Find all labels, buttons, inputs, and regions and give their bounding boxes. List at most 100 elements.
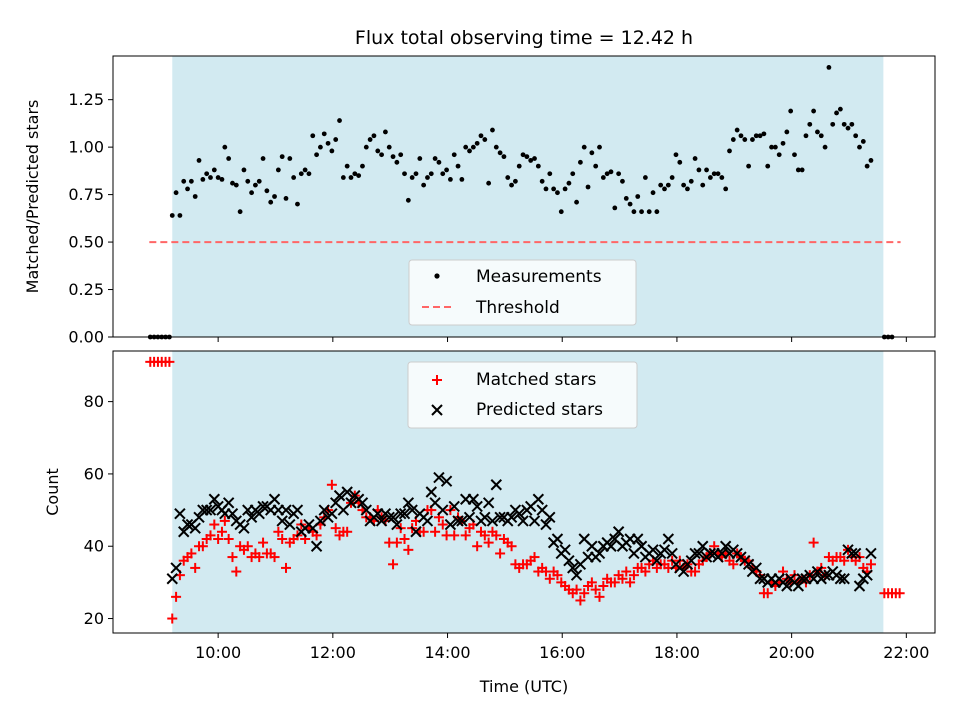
measurement-point (219, 177, 225, 182)
top-ytick-label: 0.00 (68, 328, 104, 347)
measurement-point (505, 175, 511, 180)
matched-star-point (594, 591, 605, 602)
predicted-star-point (570, 569, 583, 581)
matched-star-point (399, 534, 410, 544)
measurement-point (329, 148, 335, 154)
cross-stroke-b (444, 518, 457, 531)
measurement-point (600, 175, 606, 180)
measurement-point (746, 163, 752, 169)
matched-star-point (617, 573, 628, 584)
measurement-point (371, 133, 377, 139)
cross-stroke-b (326, 507, 338, 520)
measurement-point (470, 144, 476, 150)
measurement-point (665, 182, 671, 188)
predicted-star-point (471, 500, 483, 513)
measurement-point (612, 205, 618, 211)
measurement-point (719, 175, 725, 180)
measurement-point (685, 186, 690, 192)
legend-threshold-label: Threshold (475, 298, 560, 318)
cross-stroke-b (238, 522, 250, 534)
cross-stroke-b (345, 497, 357, 509)
measurement-point (750, 137, 755, 142)
cross-stroke-b (456, 515, 468, 527)
predicted-star-point (490, 479, 502, 491)
predicted-star-point (326, 507, 338, 520)
measurement-point (310, 133, 316, 139)
matched-star-point (552, 570, 563, 581)
measurement-point (853, 133, 859, 139)
cross-stroke-b (467, 493, 480, 505)
cross-stroke-b (421, 515, 434, 527)
predicted-star-point (662, 533, 675, 545)
measurement-point (478, 133, 484, 139)
predicted-star-point (781, 580, 793, 592)
cross-stroke-b (593, 547, 606, 560)
predicted-star-point (456, 515, 468, 527)
measurement-point (543, 186, 549, 192)
measurement-point (421, 182, 427, 188)
predicted-star-point (444, 518, 457, 531)
measurement-point (474, 140, 480, 146)
matched-star-point (197, 541, 208, 552)
measurement-point (398, 152, 404, 158)
predicted-star-point (284, 518, 296, 531)
predicted-star-point (742, 558, 755, 571)
measurement-point (581, 144, 587, 150)
bot-ytick-label: 80 (84, 392, 104, 411)
top-ytick-label: 0.75 (68, 185, 104, 204)
measurement-point (192, 194, 198, 199)
measurement-point (857, 144, 862, 150)
measurement-point (233, 182, 239, 188)
measurement-point (620, 178, 625, 184)
cross-stroke-b (394, 507, 407, 520)
measurement-point (211, 167, 217, 173)
cross-stroke-b (559, 544, 571, 556)
matched-star-point (186, 548, 197, 559)
measurement-point (509, 182, 514, 188)
predicted-star-point (704, 547, 717, 560)
measurement-point (208, 175, 213, 180)
predicted-star-point (238, 522, 250, 534)
measurement-point (459, 177, 465, 182)
cross-stroke-b (781, 580, 793, 592)
measurement-point (673, 152, 679, 158)
predicted-star-point (410, 526, 422, 538)
measurement-point (497, 150, 503, 156)
predicted-star-point (222, 497, 235, 509)
matched-star-point (808, 537, 819, 548)
predicted-star-point (811, 565, 824, 578)
measurement-point (677, 159, 683, 165)
matched-star-point (483, 537, 494, 548)
cross-stroke-b (387, 511, 399, 524)
predicted-stars-layer (166, 471, 877, 592)
measurement-point (333, 137, 339, 142)
measurement-point (753, 133, 759, 139)
predicted-star-point (593, 547, 606, 560)
matched-star-point (506, 541, 517, 552)
measurement-point (256, 178, 262, 184)
predicted-star-point (421, 515, 434, 527)
matched-star-point (491, 530, 502, 541)
measurement-point (662, 186, 667, 192)
predicted-star-point (268, 493, 281, 505)
cross-stroke-b (490, 479, 502, 491)
matched-star-point (209, 519, 220, 530)
cross-stroke-b (567, 562, 579, 574)
cross-stroke-b (375, 515, 388, 527)
predicted-star-point (567, 562, 579, 574)
measurement-point (669, 175, 675, 180)
cross-stroke-b (662, 533, 675, 545)
bottom-y-axis-label: Count (43, 468, 62, 516)
matched-star-point (216, 526, 227, 537)
measurement-point (646, 209, 652, 215)
predicted-star-point (467, 493, 480, 505)
measurement-point (340, 175, 346, 180)
measurement-point (249, 190, 254, 196)
measurement-point (681, 182, 687, 188)
xtick-label: 14:00 (424, 643, 470, 662)
measurement-point (413, 171, 419, 177)
top-y-ticks: 0.00 0.25 0.50 0.75 1.00 1.25 (68, 90, 113, 347)
cross-stroke-b (360, 504, 372, 516)
cross-stroke-b (448, 500, 460, 513)
predicted-star-point (505, 511, 518, 524)
